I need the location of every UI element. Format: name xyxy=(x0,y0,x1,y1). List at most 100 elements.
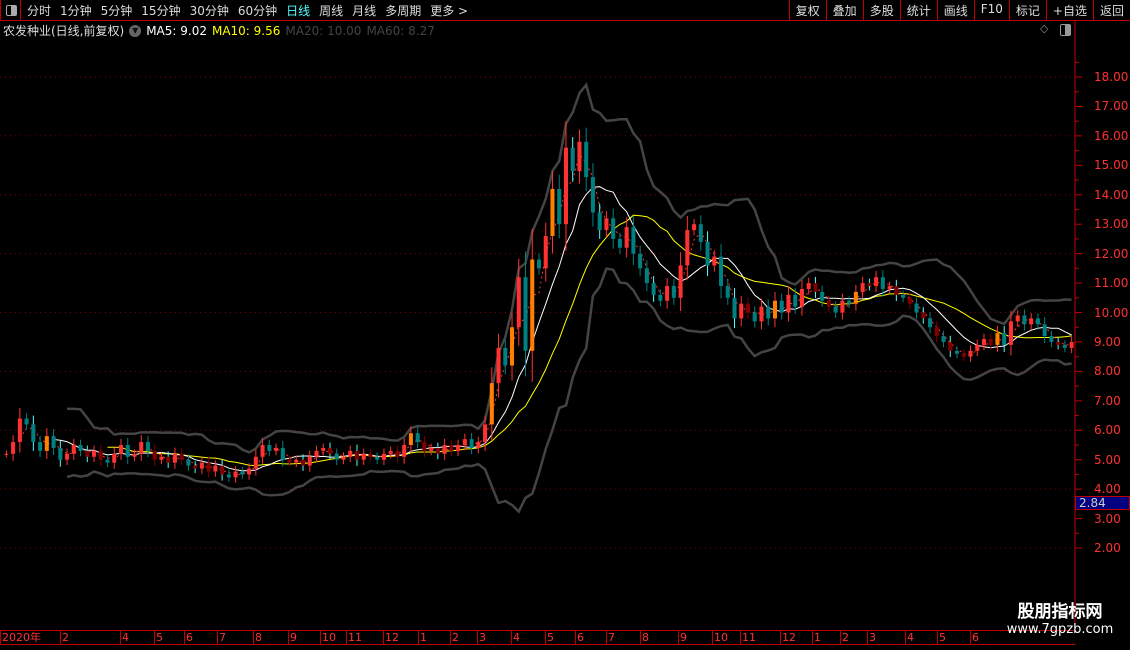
candle-body xyxy=(402,445,407,457)
tool-button[interactable]: 返回 xyxy=(1092,0,1130,20)
candle-body xyxy=(820,291,825,301)
period-tab[interactable]: 15分钟 xyxy=(141,4,181,18)
period-tab[interactable]: 月线 xyxy=(352,4,377,18)
ma5-value: MA5: 9.02 xyxy=(146,23,207,38)
time-tick-label: 6 xyxy=(184,631,193,644)
period-tab[interactable]: 周线 xyxy=(319,4,344,18)
period-tab[interactable]: 1分钟 xyxy=(60,4,92,18)
candle-body xyxy=(745,303,751,313)
candle-body xyxy=(671,286,676,298)
candle-body xyxy=(934,327,939,337)
candle-body xyxy=(435,447,440,454)
ma10-value: MA10: 9.56 xyxy=(211,23,281,38)
candle-body xyxy=(712,256,717,266)
candle-body xyxy=(381,453,386,460)
period-tab[interactable]: 60分钟 xyxy=(237,4,278,18)
candle-body xyxy=(503,347,508,366)
price-tick-label: 6.00 xyxy=(1094,423,1121,438)
candle-body xyxy=(422,442,427,451)
time-tick-label: 5 xyxy=(937,631,946,644)
time-tick-label: 4 xyxy=(120,631,129,644)
tool-button[interactable]: 标记 xyxy=(1008,0,1046,20)
candle-body xyxy=(375,456,380,460)
panel-icon[interactable] xyxy=(1060,24,1071,36)
candle-body xyxy=(408,433,413,445)
price-tick-label: 9.00 xyxy=(1094,334,1121,349)
tool-button[interactable]: 统计 xyxy=(899,0,937,20)
candle-body xyxy=(193,465,198,469)
time-tick-label: 2 xyxy=(840,631,849,644)
time-axis: 2020年 2 4 5 6 7 8 9 10 11 12 1 2 3 4 5 6 7 8 9 10 11 12 1 2 3 4 5 6 xyxy=(0,630,1075,645)
price-tick-label: 3.00 xyxy=(1094,511,1121,526)
tool-button[interactable]: +自选 xyxy=(1045,0,1093,20)
candle-body xyxy=(860,283,865,292)
candle-body xyxy=(530,259,535,351)
candle-body xyxy=(145,442,150,451)
candle-body xyxy=(247,468,252,475)
candle-body xyxy=(11,442,16,454)
panel-icon xyxy=(6,5,17,16)
candle-body xyxy=(58,447,63,460)
candle-body xyxy=(179,453,184,460)
time-tick-label: 6 xyxy=(575,631,584,644)
period-tabs: 分时 1分钟 5分钟 15分钟 30分钟 60分钟 日线 周线 月线 多周期 更多 > xyxy=(27,2,468,19)
candle-body xyxy=(1049,336,1054,342)
candle-body xyxy=(274,447,279,451)
period-tab[interactable]: 30分钟 xyxy=(189,4,229,18)
candle-body xyxy=(894,286,899,295)
candle-body xyxy=(995,333,1000,345)
price-tick-label: 18.00 xyxy=(1094,70,1129,84)
candle-body xyxy=(813,283,818,292)
candle-body xyxy=(65,453,70,460)
tool-button[interactable]: 叠加 xyxy=(825,0,863,20)
layout-toggle-button[interactable] xyxy=(0,0,21,20)
period-tab[interactable]: 日线 xyxy=(286,4,311,18)
candle-body xyxy=(132,453,137,457)
time-tick-label: 11 xyxy=(740,631,756,644)
candle-body xyxy=(442,445,447,454)
time-tick-label: 10 xyxy=(320,631,336,644)
tool-button[interactable]: 复权 xyxy=(788,0,826,20)
price-tick-label: 16.00 xyxy=(1094,128,1129,143)
candle-body xyxy=(1015,315,1020,322)
candle-body xyxy=(510,327,515,366)
time-tick-label: 3 xyxy=(867,631,876,644)
tool-button[interactable]: F10 xyxy=(973,0,1009,20)
candle-body xyxy=(307,456,312,466)
candle-body xyxy=(685,230,690,266)
candle-body xyxy=(71,445,76,454)
candle-body xyxy=(759,306,764,322)
candle-body xyxy=(692,224,697,231)
period-tab[interactable]: 多周期 xyxy=(385,4,422,18)
candle-body xyxy=(112,453,117,463)
candle-body xyxy=(226,474,231,478)
chart-info-line: 农发种业(日线,前复权) ▼ MA5: 9.02 MA10: 9.56 MA20… xyxy=(3,22,435,39)
candle-body xyxy=(887,286,892,289)
candle-body xyxy=(611,218,616,239)
price-tick-label: 14.00 xyxy=(1094,187,1129,202)
candle-body xyxy=(988,339,993,345)
time-tick-label: 2 xyxy=(60,631,69,644)
bollinger-lower xyxy=(66,267,1072,514)
time-tick-label: 2 xyxy=(450,631,459,644)
candle-body xyxy=(698,224,703,242)
candle-body xyxy=(125,445,130,457)
candle-body xyxy=(725,286,730,298)
candle-body xyxy=(826,300,831,307)
period-tab[interactable]: 分时 xyxy=(27,4,52,18)
tool-button[interactable]: 画线 xyxy=(936,0,974,20)
candle-body xyxy=(341,456,346,460)
candle-body xyxy=(4,453,9,455)
candle-body xyxy=(267,445,272,451)
period-tab[interactable]: 更多 > xyxy=(430,4,469,18)
period-tab[interactable]: 5分钟 xyxy=(100,4,133,18)
chevron-down-icon[interactable]: ▼ xyxy=(129,24,142,37)
candle-body xyxy=(321,447,326,451)
candle-body xyxy=(139,442,144,454)
diamond-icon[interactable]: ◇ xyxy=(1040,22,1049,35)
tool-button[interactable]: 多股 xyxy=(862,0,900,20)
tool-buttons: 复权 叠加 多股 统计 画线 F10 标记 +自选 返回 xyxy=(788,0,1130,20)
candle-body xyxy=(469,439,474,448)
candle-body xyxy=(921,312,926,319)
